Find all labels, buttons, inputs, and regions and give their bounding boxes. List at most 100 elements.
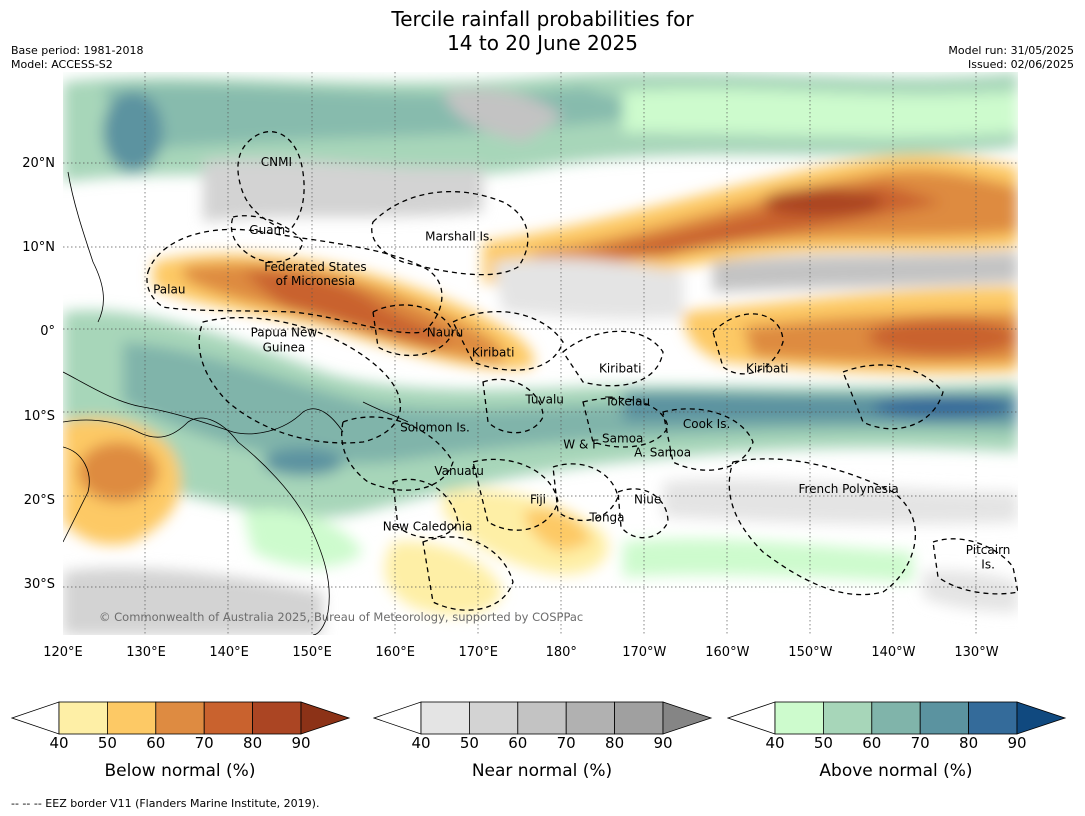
colorbar-segment [614, 701, 664, 735]
y-tick-label: 10°N [22, 240, 55, 256]
meta-right: Model run: 31/05/2025 Issued: 02/06/2025 [948, 44, 1074, 72]
region-label: Samoa [602, 431, 643, 445]
colorbar-min-extend [11, 701, 60, 735]
region-label: Nauru [427, 325, 463, 339]
colorbar-segment [420, 701, 470, 735]
y-tick-label: 20°N [22, 156, 55, 172]
colorbar-title: Near normal (%) [471, 761, 613, 781]
y-tick-label: 20°S [23, 492, 55, 508]
coastlines [63, 171, 409, 635]
colorbar-segment [203, 701, 253, 735]
region-label: Palau [153, 283, 185, 297]
colorbar-title: Above normal (%) [819, 761, 973, 781]
colorbar-tick-label: 70 [194, 734, 214, 752]
colorbar-segment [871, 701, 921, 735]
region-label: Kiribati [472, 346, 514, 360]
probability-map: © Commonwealth of Australia 2025, Bureau… [63, 72, 1018, 635]
meta-left: Base period: 1981-2018 Model: ACCESS-S2 [11, 44, 143, 72]
colorbar-segment [58, 701, 108, 735]
region-label: Tonga [588, 510, 624, 524]
region-label: CNMI [261, 155, 292, 169]
map-copyright: © Commonwealth of Australia 2025, Bureau… [99, 610, 583, 624]
region-label: French Polynesia [798, 482, 898, 496]
region-label: Pitcairn [966, 543, 1011, 557]
x-tick-label: 130°E [126, 645, 166, 660]
colorbar-2 [373, 701, 713, 735]
colorbar-tick-label: 90 [1007, 734, 1027, 752]
colorbar-segment [565, 701, 615, 735]
region-label: Niue [634, 493, 661, 507]
colorbar-segment [155, 701, 205, 735]
probability-field [63, 72, 1018, 635]
colorbar-tick-label: 80 [243, 734, 263, 752]
colorbar-segment [774, 701, 824, 735]
region-label: Guinea [263, 341, 306, 355]
y-tick-label: 10°S [23, 408, 55, 424]
graticule [63, 72, 1018, 635]
colorbar-min-extend [373, 701, 422, 735]
x-tick-label: 180° [545, 645, 577, 660]
region-label: Fiji [530, 493, 546, 507]
region-label: Is. [981, 557, 995, 571]
region-label: New Caledonia [383, 520, 473, 534]
colorbar-tick-label: 50 [97, 734, 117, 752]
colorbar-tick-label: 70 [556, 734, 576, 752]
colorbar-1 [11, 701, 351, 735]
region-label: Kiribati [746, 362, 788, 376]
colorbar-segment [823, 701, 873, 735]
x-tick-label: 170°W [622, 645, 667, 660]
region-label: Guam [249, 223, 285, 237]
region-label: Vanuatu [434, 464, 484, 478]
colorbar-tick-label: 60 [146, 734, 166, 752]
region-label: A. Samoa [634, 446, 691, 460]
x-tick-label: 150°E [292, 645, 332, 660]
colorbar-tick-label: 60 [862, 734, 882, 752]
region-label: Marshall Is. [425, 230, 493, 244]
colorbar-max-extend [1016, 701, 1067, 735]
eez-borders [146, 131, 1018, 611]
colorbar-tick-label: 70 [910, 734, 930, 752]
footnote: -- -- -- EEZ border V11 (Flanders Marine… [11, 797, 320, 810]
model-run: Model run: 31/05/2025 [948, 44, 1074, 57]
x-tick-label: 170°E [458, 645, 498, 660]
colorbar-tick-label: 90 [653, 734, 673, 752]
colorbar-max-extend [300, 701, 351, 735]
x-tick-label: 140°W [871, 645, 916, 660]
colorbar-tick-label: 50 [459, 734, 479, 752]
region-label: Federated States [264, 260, 366, 274]
colorbar-tick-label: 60 [508, 734, 528, 752]
colorbar-segment [919, 701, 969, 735]
model-name: Model: ACCESS-S2 [11, 58, 113, 71]
colorbar-tick-label: 40 [49, 734, 69, 752]
colorbar-max-extend [662, 701, 713, 735]
region-label: Kiribati [599, 362, 641, 376]
y-tick-label: 30°S [23, 576, 55, 592]
region-label: Papua New [251, 325, 318, 339]
colorbar-title: Below normal (%) [104, 761, 256, 781]
chart-title-line2: 14 to 20 June 2025 [447, 31, 638, 55]
region-label: Tuvalu [524, 393, 564, 407]
x-tick-label: 150°W [788, 645, 833, 660]
colorbar-segment [517, 701, 567, 735]
region-label: of Micronesia [276, 274, 356, 288]
colorbar-tick-label: 80 [959, 734, 979, 752]
x-tick-label: 140°E [209, 645, 249, 660]
y-tick-label: 0° [40, 324, 55, 340]
colorbar-segment [968, 701, 1018, 735]
x-tick-label: 120°E [43, 645, 83, 660]
x-tick-label: 160°E [375, 645, 415, 660]
colorbar-tick-label: 50 [813, 734, 833, 752]
colorbar-tick-label: 80 [605, 734, 625, 752]
colorbar-segment [107, 701, 157, 735]
base-period: Base period: 1981-2018 [11, 44, 144, 57]
issued-date: Issued: 02/06/2025 [967, 58, 1074, 71]
region-label: Cook Is. [683, 417, 730, 431]
colorbar-tick-label: 40 [765, 734, 785, 752]
colorbar-tick-label: 90 [291, 734, 311, 752]
region-label: W & F [563, 437, 599, 451]
colorbar-min-extend [727, 701, 776, 735]
colorbar-segment [469, 701, 519, 735]
colorbar-tick-label: 40 [411, 734, 431, 752]
x-tick-label: 160°W [705, 645, 750, 660]
